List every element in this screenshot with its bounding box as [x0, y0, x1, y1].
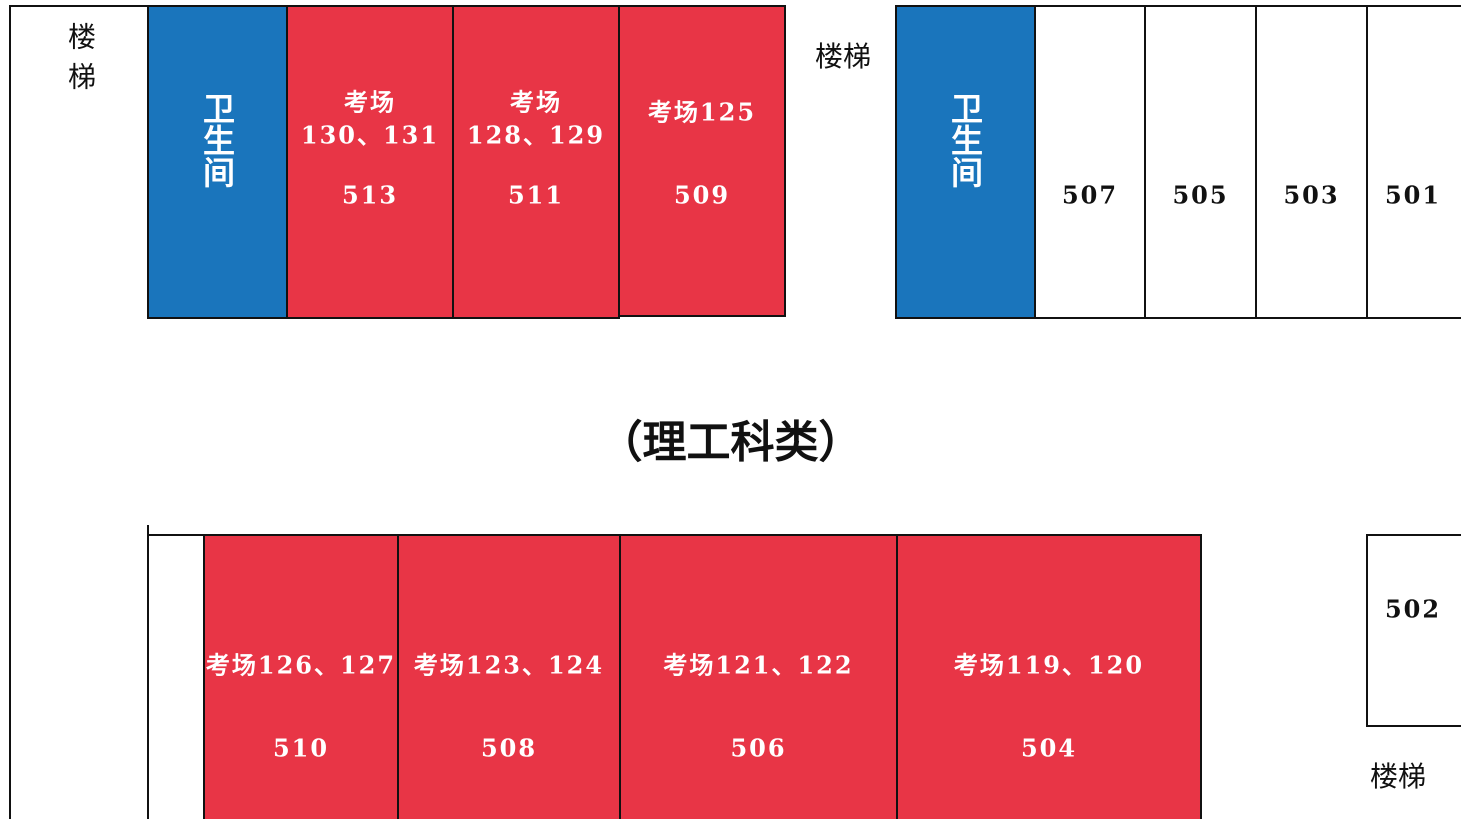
- blank-room: [147, 534, 205, 819]
- room-number: 507: [1061, 180, 1119, 210]
- room-label: 考场119、120: [953, 650, 1145, 680]
- title: （理工科类）: [598, 417, 863, 468]
- room-name: 卫生间: [198, 92, 236, 188]
- room-label: 考场126、127: [205, 650, 397, 680]
- exam-room: 考场121、122 506: [619, 534, 898, 819]
- wall: [9, 5, 149, 7]
- exam-room: 考场126、127 510: [203, 534, 399, 819]
- stair-label: 楼梯: [64, 22, 97, 102]
- exam-room: 考场119、120 504: [896, 534, 1202, 819]
- room: 501: [1366, 5, 1461, 319]
- room-number: 503: [1283, 180, 1340, 210]
- room-label: 128、129: [466, 120, 606, 150]
- room-name: 卫生间: [946, 92, 984, 188]
- room-number: 509: [673, 180, 731, 210]
- exam-room: 考场 128、129 511: [452, 5, 620, 319]
- stair-label: 楼梯: [1370, 760, 1427, 793]
- room-number: 510: [272, 733, 330, 763]
- room-number: 505: [1172, 180, 1229, 210]
- room-label: 考场: [344, 87, 396, 117]
- room-label: 考场123、124: [413, 650, 605, 680]
- room-number: 508: [480, 733, 538, 763]
- room-number: 502: [1384, 594, 1442, 624]
- room-label: 考场121、122: [663, 650, 854, 680]
- wall: [9, 5, 11, 819]
- restroom: 卫生间: [895, 5, 1036, 319]
- room-number: 511: [507, 180, 565, 210]
- room: 505: [1144, 5, 1257, 319]
- room-number: 501: [1384, 180, 1442, 210]
- exam-room: 考场125 509: [618, 5, 786, 317]
- room-label: 130、131: [300, 120, 440, 150]
- room-number: 513: [341, 180, 399, 210]
- room-label: 考场125: [647, 97, 757, 127]
- room-label: 考场: [510, 87, 562, 117]
- room: 503: [1255, 5, 1368, 319]
- exam-room: 考场 130、131 513: [286, 5, 454, 319]
- exam-room: 考场123、124 508: [397, 534, 621, 819]
- stair-label: 楼梯: [815, 40, 872, 73]
- room: 507: [1034, 5, 1146, 319]
- restroom: 卫生间: [147, 5, 288, 319]
- room-number: 506: [730, 733, 787, 763]
- room: 502: [1366, 534, 1461, 727]
- room-number: 504: [1020, 733, 1078, 763]
